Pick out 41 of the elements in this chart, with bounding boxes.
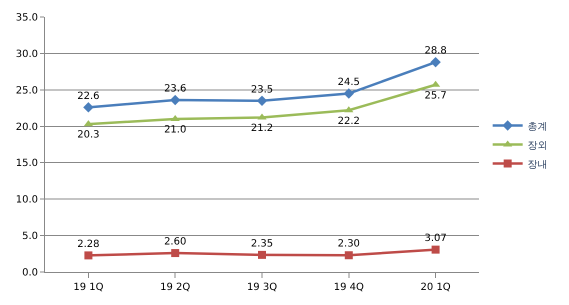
data-label: 2.60 xyxy=(164,236,186,248)
y-tick-label: 0.0 xyxy=(22,268,38,278)
data-label: 28.8 xyxy=(424,46,447,57)
data-label: 20.3 xyxy=(77,130,100,141)
point xyxy=(344,88,354,99)
data-label: 25.7 xyxy=(424,90,447,102)
y-tick-label: 10.0 xyxy=(16,194,38,206)
y-tick-label: 25.0 xyxy=(16,85,38,96)
data-label: 3.07 xyxy=(424,233,447,244)
point xyxy=(432,246,440,254)
legend-label: 장외 xyxy=(528,140,548,152)
x-tick-label: 19 2Q xyxy=(160,282,190,293)
data-label: 2.35 xyxy=(250,238,274,250)
data-label: 23.6 xyxy=(164,84,186,95)
point xyxy=(256,96,268,106)
x-tick-label: 20 1Q xyxy=(420,282,451,293)
point xyxy=(344,251,353,260)
data-label: 23.5 xyxy=(250,84,274,96)
data-label: 2.28 xyxy=(77,238,100,250)
point xyxy=(430,56,441,68)
y-tick-label: 20.0 xyxy=(16,122,38,133)
y-tick-label: 35.0 xyxy=(16,12,38,24)
point xyxy=(83,102,94,113)
y-tick-label: 15.0 xyxy=(16,158,38,170)
legend-label: 장내 xyxy=(528,159,548,170)
legend-label: 총계 xyxy=(528,121,548,132)
x-tick-label: 19 1Q xyxy=(73,282,104,293)
y-tick-label: 30.0 xyxy=(16,48,38,60)
data-label: 24.5 xyxy=(338,77,360,88)
point xyxy=(170,94,180,106)
data-label: 22.6 xyxy=(77,90,100,102)
x-tick-label: 19 4Q xyxy=(334,282,364,293)
data-label: 2.30 xyxy=(338,238,360,250)
y-tick-label: 5.0 xyxy=(22,231,38,242)
point xyxy=(258,250,266,259)
data-label: 22.2 xyxy=(338,116,360,127)
data-label: 21.0 xyxy=(164,124,186,136)
point xyxy=(84,251,92,260)
x-tick-label: 19 3Q xyxy=(246,282,278,293)
point xyxy=(171,249,180,258)
data-label: 21.2 xyxy=(250,123,274,134)
